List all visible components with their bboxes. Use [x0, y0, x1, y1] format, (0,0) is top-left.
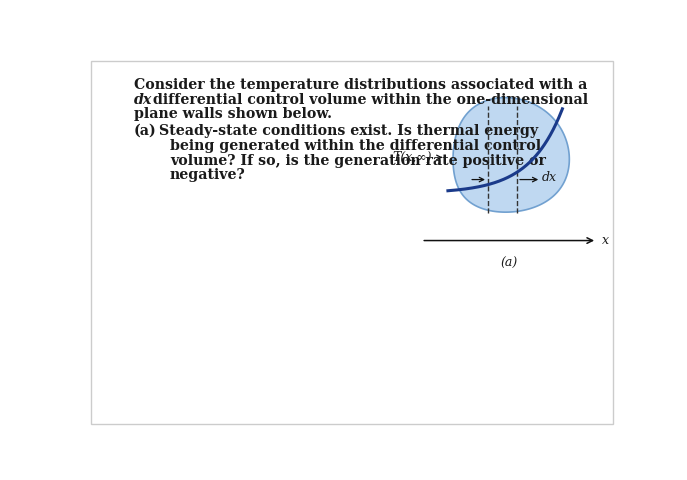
Text: volume? If so, is the generation rate positive or: volume? If so, is the generation rate po… — [170, 154, 546, 168]
Text: differential control volume within the one-dimensional: differential control volume within the o… — [148, 93, 588, 107]
Text: T(x,∞): T(x,∞) — [392, 151, 431, 164]
Text: plane walls shown below.: plane walls shown below. — [134, 108, 332, 121]
Text: negative?: negative? — [170, 168, 246, 182]
Text: Steady-state conditions exist. Is thermal energy: Steady-state conditions exist. Is therma… — [159, 124, 539, 138]
Text: Consider the temperature distributions associated with a: Consider the temperature distributions a… — [134, 78, 587, 92]
Polygon shape — [453, 97, 570, 212]
Text: x: x — [602, 234, 609, 247]
Text: dx: dx — [542, 171, 557, 184]
Text: being generated within the differential control: being generated within the differential … — [170, 139, 541, 153]
Text: dx: dx — [134, 93, 152, 107]
Text: (a): (a) — [501, 257, 518, 270]
Text: (a): (a) — [134, 124, 157, 138]
